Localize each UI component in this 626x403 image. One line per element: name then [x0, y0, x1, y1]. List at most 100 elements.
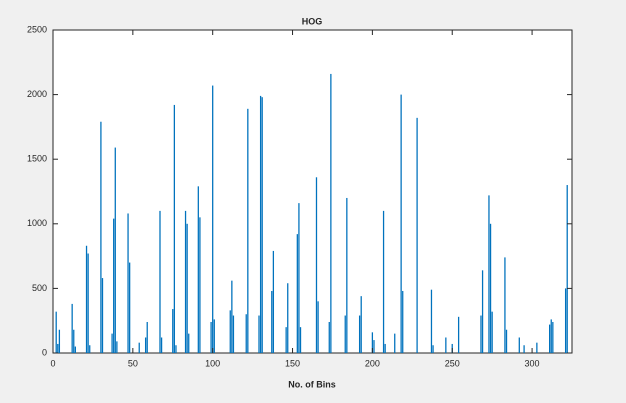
- bar: [488, 195, 490, 353]
- bar: [116, 341, 118, 353]
- bar: [523, 345, 525, 353]
- bar: [144, 337, 147, 353]
- bar: [87, 253, 89, 353]
- bar: [402, 290, 404, 353]
- bar: [114, 147, 116, 353]
- bar: [111, 333, 113, 353]
- bar: [210, 321, 212, 353]
- bar: [432, 345, 434, 353]
- bar: [457, 316, 460, 353]
- bar: [212, 85, 214, 353]
- bar: [480, 315, 482, 353]
- bar: [384, 343, 386, 353]
- y-tick-label: 2000: [27, 89, 47, 99]
- bar: [394, 333, 396, 353]
- bar: [371, 332, 374, 353]
- x-tick-label: 300: [525, 358, 540, 368]
- bar: [299, 327, 302, 353]
- bar: [382, 210, 385, 353]
- y-tick-label: 2500: [27, 24, 47, 34]
- bar: [173, 104, 176, 353]
- y-tick-label: 1000: [27, 218, 47, 228]
- bar: [271, 290, 273, 353]
- x-tick-label: 100: [205, 358, 220, 368]
- plot-area: [52, 29, 573, 354]
- bar: [416, 117, 418, 353]
- bar: [258, 315, 260, 353]
- bar: [229, 310, 231, 353]
- bar: [71, 303, 73, 353]
- bar: [175, 345, 177, 353]
- bar: [199, 217, 201, 353]
- bar: [89, 345, 91, 353]
- bar: [58, 329, 61, 353]
- bar: [552, 321, 554, 353]
- bar: [287, 283, 289, 353]
- y-tick-label: 1500: [27, 154, 47, 164]
- bar: [430, 289, 433, 353]
- bar: [172, 309, 174, 353]
- bar: [261, 97, 263, 354]
- bar: [360, 296, 362, 353]
- x-tick-label: 50: [128, 358, 138, 368]
- bar: [232, 315, 235, 353]
- bar: [550, 319, 552, 353]
- bar: [328, 321, 330, 353]
- bar: [259, 95, 262, 353]
- bar: [445, 337, 447, 353]
- bar: [566, 185, 568, 353]
- bar: [505, 329, 508, 353]
- bar: [247, 108, 249, 353]
- x-tick-label: 200: [365, 358, 380, 368]
- bar: [549, 324, 551, 353]
- bar: [213, 319, 215, 353]
- bar: [127, 213, 129, 353]
- bar: [330, 73, 332, 353]
- bar: [73, 329, 75, 353]
- bar: [100, 121, 102, 354]
- bar: [491, 311, 493, 353]
- bar: [184, 210, 187, 353]
- bar: [160, 337, 163, 353]
- bar: [564, 288, 567, 353]
- x-tick-label: 250: [445, 358, 460, 368]
- bar: [186, 223, 188, 353]
- bar: [373, 340, 375, 353]
- bar: [518, 337, 520, 353]
- x-tick-label: 150: [285, 358, 300, 368]
- x-axis-label: No. of Bins: [288, 379, 336, 389]
- bar: [129, 262, 131, 353]
- bar: [113, 218, 115, 353]
- bar: [504, 257, 506, 353]
- bar: [285, 327, 287, 353]
- bar: [85, 245, 88, 353]
- bar: [159, 210, 161, 353]
- bar: [197, 186, 199, 353]
- bar: [55, 311, 57, 353]
- bar: [346, 197, 348, 353]
- bar: [231, 280, 233, 353]
- bar: [536, 342, 538, 353]
- bar: [245, 314, 247, 353]
- bar: [296, 234, 298, 353]
- bar: [358, 315, 361, 353]
- bar: [138, 342, 140, 353]
- y-tick-label: 0: [42, 347, 47, 357]
- bar: [272, 250, 275, 353]
- y-tick-label: 500: [32, 283, 47, 293]
- bar: [146, 321, 148, 353]
- bar: [298, 203, 300, 353]
- bar: [481, 270, 484, 353]
- bar: [315, 177, 318, 353]
- bar: [188, 333, 190, 353]
- bar: [400, 94, 402, 353]
- bar: [74, 346, 76, 353]
- chart-title: HOG: [302, 16, 323, 26]
- bar: [101, 278, 104, 353]
- bar: [57, 343, 59, 353]
- bar: [317, 301, 319, 353]
- bar: [489, 223, 492, 353]
- bar: [344, 315, 346, 353]
- x-tick-label: 0: [50, 358, 55, 368]
